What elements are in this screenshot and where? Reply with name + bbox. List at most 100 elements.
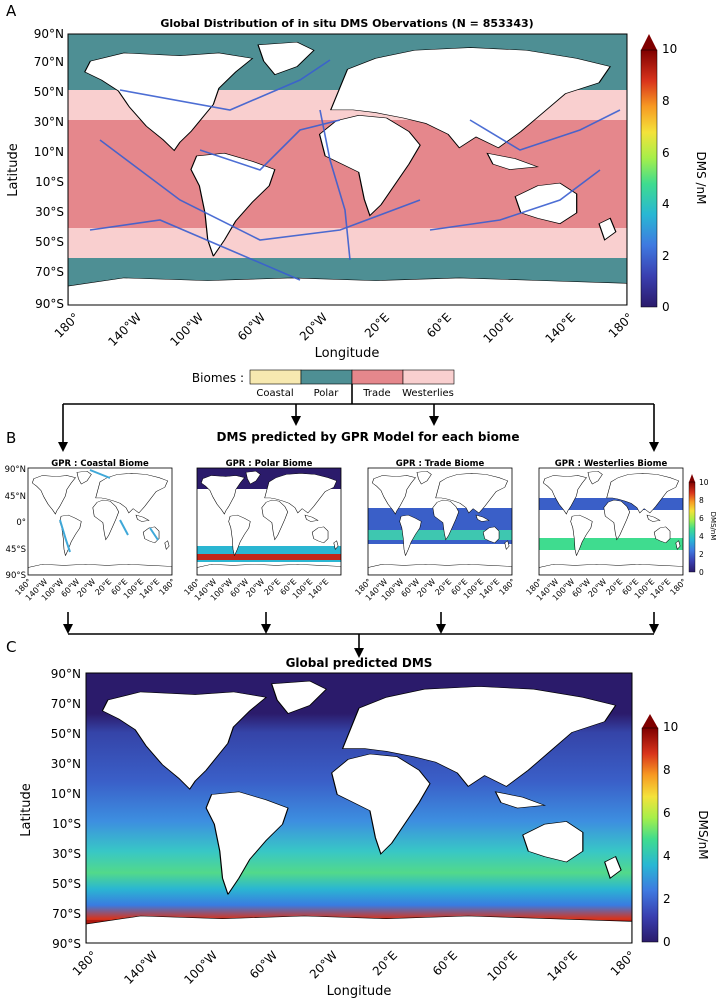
panel-b-lon-ticks: 180° 140°W 100°W 60°W 20°W 20°E 60°E 100… — [13, 577, 688, 603]
lon-tick: 100°E — [480, 310, 516, 346]
lon-tick: 180° — [157, 577, 177, 597]
colorbar-tick: 10 — [662, 42, 677, 56]
panel-b-colorbar: 0 2 4 6 8 10 DMS/nM — [688, 474, 717, 577]
colorbar-tick: 8 — [662, 94, 670, 108]
panel-a-title: Global Distribution of in situ DMS Oberv… — [160, 17, 533, 30]
lat-tick: 50°S — [35, 235, 64, 249]
panel-c-colorbar: 0 2 4 6 8 10 DMS/nM — [641, 714, 710, 949]
colorbar-scale — [640, 49, 658, 308]
biome-legend: Biomes : Coastal Polar Trade Westerlies — [192, 369, 455, 399]
colorbar-tick: 2 — [662, 249, 670, 263]
colorbar-scale — [641, 727, 659, 943]
lat-tick: 30°N — [34, 115, 64, 129]
lon-ticks-map-3: 180° 140°W 100°W 60°W 20°W 20°E 60°E 100… — [524, 577, 688, 603]
biome-swatch-coastal — [249, 369, 302, 385]
lat-tick: 30°S — [35, 205, 64, 219]
panel-b: B DMS predicted by GPR Model for each bi… — [5, 429, 717, 603]
colorbar-tick: 6 — [663, 806, 671, 820]
lon-tick: 180° — [606, 310, 636, 340]
lon-tick: 180° — [52, 310, 82, 340]
lat-tick: 10°S — [52, 817, 81, 831]
coastal-predictions — [59, 469, 159, 553]
gpr-map-westerlies: GPR : Westerlies Biome — [538, 459, 684, 576]
lat-tick: 10°N — [51, 787, 81, 801]
biome-swatch-trade — [351, 369, 404, 385]
biome-swatch-westerlies — [402, 369, 455, 385]
lat-tick: 70°N — [51, 697, 81, 711]
lon-tick: 100°E — [484, 948, 520, 984]
gpr-map-coastal: GPR : Coastal Biome — [27, 459, 173, 576]
lat-tick: 30°N — [51, 757, 81, 771]
gpr-map-frame — [367, 467, 513, 576]
colorbar-label: DMS/nM — [709, 512, 717, 541]
panel-c-map — [86, 673, 632, 943]
colorbar-ticks: 0 2 4 6 8 10 — [663, 720, 678, 949]
lat-tick: 10°S — [35, 175, 64, 189]
colorbar-tick: 2 — [699, 550, 704, 559]
panel-a: A Global Distribution of in situ DMS Obe… — [6, 2, 708, 361]
colorbar-tick: 2 — [663, 892, 671, 906]
flow-arrows-a-to-b — [58, 384, 659, 452]
lon-tick: 180° — [70, 948, 100, 978]
colorbar-ticks: 0 2 4 6 8 10 — [699, 478, 709, 577]
panel-a-colorbar: 0 2 4 6 8 10 DMS /nM — [640, 34, 708, 314]
lon-tick: 60°W — [247, 948, 280, 981]
biome-swatch-polar — [300, 369, 353, 385]
lon-tick: 100°W — [181, 948, 220, 987]
gpr-map-title: GPR : Polar Biome — [226, 459, 313, 469]
colorbar-tick: 4 — [662, 197, 670, 211]
lat-tick: 90°S — [52, 937, 81, 951]
panel-c: C Global predicted DMS 90°N 70°N 50°N 30… — [6, 638, 710, 999]
lon-tick: 20°E — [362, 310, 392, 340]
colorbar-tick: 0 — [699, 568, 704, 577]
lon-tick: 60°W — [235, 310, 268, 343]
lat-tick: 90°N — [51, 667, 81, 681]
lon-tick: 20°E — [370, 948, 400, 978]
biome-name: Westerlies — [402, 388, 454, 399]
panel-b-letter: B — [6, 429, 16, 447]
lon-ticks-map-1: 180° 140°W 100°W 60°W 20°W 20°E 60°E 100… — [182, 577, 330, 603]
panel-c-lon-ticks: 180° 140°W 100°W 60°W 20°W 20°E 60°E 100… — [70, 948, 638, 987]
lat-tick: 50°N — [34, 85, 64, 99]
panel-a-map — [68, 34, 627, 305]
gpr-map-title: GPR : Westerlies Biome — [555, 459, 668, 469]
colorbar-tick: 4 — [699, 532, 704, 541]
lat-tick: 45°S — [6, 545, 26, 555]
panel-c-lat-ticks: 90°N 70°N 50°N 30°N 10°N 10°S 30°S 50°S … — [51, 667, 81, 951]
panel-c-letter: C — [6, 638, 16, 656]
panel-c-title: Global predicted DMS — [286, 656, 433, 670]
lon-tick: 140°W — [121, 948, 160, 987]
colorbar-label: DMS /nM — [694, 151, 708, 204]
biome-name: Polar — [314, 388, 340, 399]
panel-b-title: DMS predicted by GPR Model for each biom… — [217, 430, 520, 444]
panel-c-ylabel: Latitude — [19, 783, 34, 837]
colorbar-extend-arrow — [641, 34, 657, 50]
trade-predictions-high — [368, 530, 512, 540]
lat-tick: 90°N — [5, 465, 26, 475]
lon-tick: 20°E — [93, 577, 113, 597]
cruise-tracks — [89, 59, 621, 281]
lat-tick: 50°S — [52, 877, 81, 891]
colorbar-ticks: 0 2 4 6 8 10 — [662, 42, 677, 314]
colorbar-scale — [688, 481, 696, 573]
biome-name: Trade — [362, 388, 390, 399]
lon-tick: 60°E — [430, 948, 460, 978]
lon-ticks-map-0: 180° 140°W 100°W 60°W 20°W 20°E 60°E 100… — [13, 577, 177, 603]
lon-tick: 100°W — [167, 310, 206, 349]
flow-arrows-b-to-c — [63, 612, 659, 658]
colorbar-tick: 6 — [662, 146, 670, 160]
lon-tick: 140°E — [544, 948, 580, 984]
gpr-map-title: GPR : Trade Biome — [396, 459, 485, 469]
gpr-map-title: GPR : Coastal Biome — [51, 459, 149, 469]
biome-name: Coastal — [256, 388, 293, 399]
gpr-map-polar: GPR : Polar Biome — [196, 459, 342, 576]
lat-tick: 30°S — [52, 847, 81, 861]
lon-tick: 180° — [668, 577, 688, 597]
colorbar-tick: 8 — [663, 763, 671, 777]
lat-tick: 10°N — [34, 145, 64, 159]
panel-a-lat-ticks: 90°N 70°N 50°N 30°N 10°N 10°S 30°S 50°S … — [34, 27, 64, 311]
colorbar-tick: 8 — [699, 496, 704, 505]
biome-names: Coastal Polar Trade Westerlies — [256, 388, 454, 399]
biome-legend-label: Biomes : — [192, 371, 244, 385]
colorbar-tick: 0 — [662, 300, 670, 314]
